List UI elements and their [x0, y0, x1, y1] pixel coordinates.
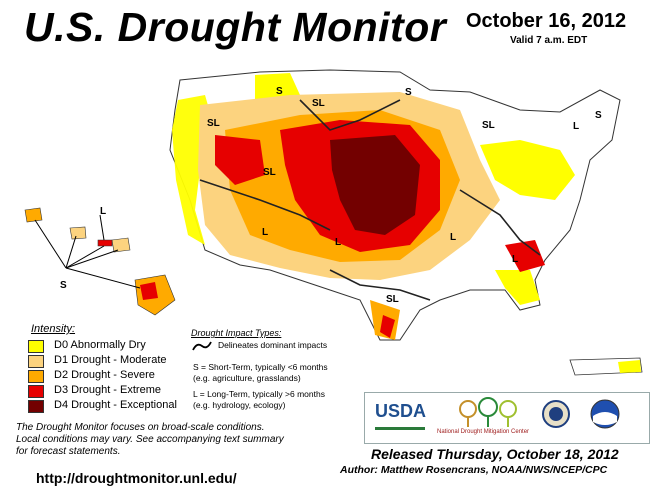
ndmc-text: National Drought Mitigation Center — [437, 429, 530, 435]
d0-northeast — [480, 140, 575, 200]
disclaimer-line: Local conditions may vary. See accompany… — [16, 434, 284, 445]
legend-label: D2 Drought - Severe — [54, 369, 155, 381]
noaa-logo-icon — [590, 399, 620, 429]
d3-west — [215, 135, 265, 185]
map-label-s-3: S — [595, 110, 602, 121]
impact-line-1 — [199, 179, 331, 231]
impact-line-2 — [299, 99, 401, 131]
doc-seal-icon — [542, 400, 570, 428]
impact-line-3 — [459, 189, 541, 256]
legend-label: D1 Drought - Moderate — [54, 354, 167, 366]
hawaii-molokai — [97, 239, 113, 247]
map-label-sl-5: SL — [482, 120, 495, 131]
map-label-sl-4: SL — [386, 294, 399, 305]
legend-label: D3 Drought - Extreme — [54, 384, 161, 396]
d3-texas — [380, 315, 395, 338]
map-label-s-2: S — [405, 87, 412, 98]
hawaii-big-island-d3 — [140, 282, 158, 300]
map-date: October 16, 2012 — [466, 10, 627, 32]
impact-short-term: S = Short-Term, typically <6 months — [193, 362, 328, 372]
legend-label: D0 Abnormally Dry — [54, 339, 146, 351]
disclaimer-line: for forecast statements. — [16, 446, 121, 457]
hawaii-pointers — [34, 214, 141, 289]
impact-long-term: L = Long-Term, typically >6 months — [193, 389, 325, 399]
legend-swatch — [28, 355, 44, 368]
map-label-l-2: L — [335, 237, 341, 248]
impact-title: Drought Impact Types: — [191, 328, 282, 338]
map-label-l-1: L — [262, 227, 268, 238]
legend-swatch — [28, 400, 44, 413]
d3-georgia — [505, 240, 545, 272]
ndmc-trees-icon — [459, 397, 517, 427]
impact-line-text: Delineates dominant impacts — [218, 340, 328, 350]
partner-logos: USDA National Drought Mitigation Center — [364, 392, 650, 444]
disclaimer: The Drought Monitor focuses on broad-sca… — [16, 422, 336, 458]
map-label-s-1: S — [276, 86, 283, 97]
legend-title: Intensity: — [31, 323, 76, 335]
map-label-l-4: L — [512, 254, 518, 265]
impact-line-icon — [192, 341, 212, 351]
map-label-l-5: L — [573, 121, 579, 132]
usda-text: USDA — [375, 401, 427, 421]
author: Author: Matthew Rosencrans, NOAA/NWS/NCE… — [340, 464, 608, 476]
legend-label: D4 Drought - Exceptional — [54, 399, 177, 411]
map-label-l-3: L — [450, 232, 456, 243]
map-title: U.S. Drought Monitor — [24, 4, 447, 50]
legend-swatch — [28, 340, 44, 353]
hawaii-l-label: L — [100, 206, 106, 217]
map-label-sl-3: SL — [263, 167, 276, 178]
hawaii-kauai — [24, 207, 43, 223]
valid-time: Valid 7 a.m. EDT — [510, 35, 588, 46]
impact-line-4 — [329, 269, 431, 301]
legend-swatch — [28, 385, 44, 398]
hawaii-maui — [111, 237, 131, 253]
d4-region — [330, 135, 420, 235]
impact-long-term-eg: (e.g. hydrology, ecology) — [193, 400, 286, 410]
hawaii-s-label: S — [60, 280, 67, 291]
d0-florida — [495, 270, 540, 305]
usda-logo: USDA — [375, 401, 427, 430]
legend-swatch — [28, 370, 44, 383]
pr-d0 — [618, 360, 641, 373]
map-label-sl-1: SL — [207, 118, 220, 129]
website-url[interactable]: http://droughtmonitor.unl.edu/ — [36, 470, 237, 486]
disclaimer-line: The Drought Monitor focuses on broad-sca… — [16, 422, 265, 433]
release-date: Released Thursday, October 18, 2012 — [371, 446, 619, 462]
hawaii-oahu — [69, 226, 87, 240]
impact-short-term-eg: (e.g. agriculture, grasslands) — [193, 373, 301, 383]
map-label-sl-2: SL — [312, 98, 325, 109]
